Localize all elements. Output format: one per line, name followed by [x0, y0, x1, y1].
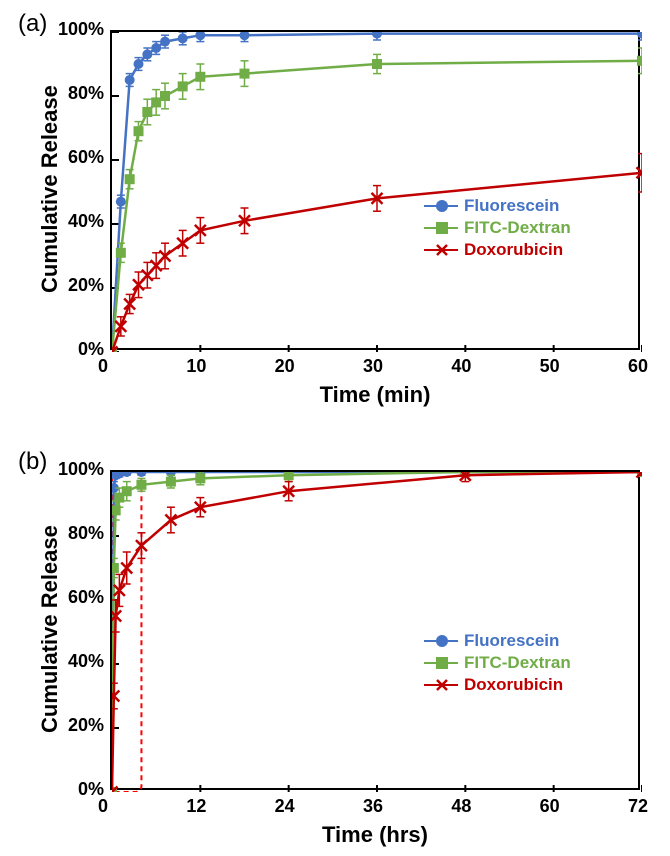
ytick-label: 80%	[68, 523, 104, 544]
xtick-label: 60	[628, 356, 648, 377]
legend-marker-fitc	[424, 219, 458, 237]
ytick-label: 100%	[58, 19, 104, 40]
legend-label-fitc-b: FITC-Dextran	[464, 653, 571, 673]
panel-a-xlabel: Time (min)	[110, 382, 640, 408]
xtick-label: 12	[186, 796, 206, 817]
ytick-label: 40%	[68, 211, 104, 232]
figure-container: (a) Cumulative Release Time (min) Fluore…	[0, 0, 670, 856]
legend-row-fluorescein-b: Fluorescein	[424, 631, 571, 651]
legend-marker-fluorescein-b	[424, 632, 458, 650]
legend-row-fitc-b: FITC-Dextran	[424, 653, 571, 673]
ytick-label: 60%	[68, 587, 104, 608]
xtick-label: 60	[540, 796, 560, 817]
panel-b-legend: Fluorescein FITC-Dextran Doxorubicin	[420, 625, 575, 701]
xtick-label: 50	[540, 356, 560, 377]
legend-row-dox: Doxorubicin	[424, 240, 571, 260]
legend-label-dox: Doxorubicin	[464, 240, 563, 260]
xtick-label: 72	[628, 796, 648, 817]
legend-row-dox-b: Doxorubicin	[424, 675, 571, 695]
ytick-label: 100%	[58, 459, 104, 480]
panel-a-label: (a)	[18, 10, 47, 38]
legend-marker-fitc-b	[424, 654, 458, 672]
legend-label-fluorescein: Fluorescein	[464, 196, 559, 216]
ytick-label: 80%	[68, 83, 104, 104]
legend-marker-dox	[424, 241, 458, 259]
legend-label-fitc: FITC-Dextran	[464, 218, 571, 238]
panel-b-ylabel: Cumulative Release	[37, 533, 63, 733]
legend-label-dox-b: Doxorubicin	[464, 675, 563, 695]
legend-label-fluorescein-b: Fluorescein	[464, 631, 559, 651]
xtick-label: 36	[363, 796, 383, 817]
ytick-label: 60%	[68, 147, 104, 168]
ytick-label: 0%	[78, 779, 104, 800]
ytick-label: 0%	[78, 339, 104, 360]
legend-row-fluorescein: Fluorescein	[424, 196, 571, 216]
panel-b-xlabel: Time (hrs)	[110, 822, 640, 848]
xtick-label: 40	[451, 356, 471, 377]
panel-a-legend: Fluorescein FITC-Dextran Doxorubicin	[420, 190, 575, 266]
legend-marker-fluorescein	[424, 197, 458, 215]
ytick-label: 20%	[68, 275, 104, 296]
xtick-label: 10	[186, 356, 206, 377]
ytick-label: 40%	[68, 651, 104, 672]
legend-marker-dox-b	[424, 676, 458, 694]
panel-b-label: (b)	[18, 448, 47, 476]
xtick-label: 24	[275, 796, 295, 817]
xtick-label: 30	[363, 356, 383, 377]
legend-row-fitc: FITC-Dextran	[424, 218, 571, 238]
panel-a-ylabel: Cumulative Release	[37, 93, 63, 293]
xtick-label: 48	[451, 796, 471, 817]
xtick-label: 20	[275, 356, 295, 377]
ytick-label: 20%	[68, 715, 104, 736]
